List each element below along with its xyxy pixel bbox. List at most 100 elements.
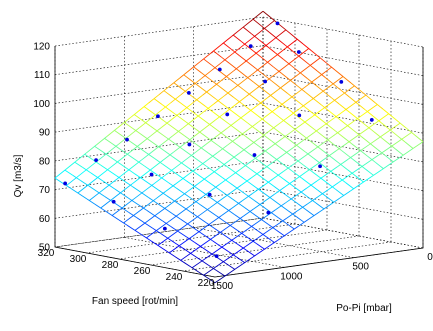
mesh-line-po-pi xyxy=(319,177,329,184)
mesh-line-fan-speed xyxy=(400,132,412,140)
mesh-line-po-pi xyxy=(204,235,213,242)
z-tick-label: 60 xyxy=(39,214,51,225)
x-tick-label: 1500 xyxy=(211,281,234,292)
mesh-line-fan-speed xyxy=(243,224,255,232)
mesh-line-po-pi xyxy=(330,97,340,105)
mesh-line-po-pi xyxy=(269,211,279,218)
mesh-line-po-pi xyxy=(201,72,210,80)
mesh-line-po-pi xyxy=(94,145,103,153)
mesh-line-po-pi xyxy=(205,165,215,173)
mesh-line-po-pi xyxy=(74,161,84,168)
mesh-line-fan-speed xyxy=(277,233,289,241)
mesh-line-po-pi xyxy=(122,193,132,201)
mesh-line-po-pi xyxy=(233,34,242,42)
mesh-line-po-pi xyxy=(295,158,305,166)
mesh-line-fan-speed xyxy=(297,218,309,227)
mesh-line-po-pi xyxy=(126,167,135,175)
mesh-line-po-pi xyxy=(180,218,189,226)
mesh-line-po-pi xyxy=(209,78,218,86)
mesh-line-po-pi xyxy=(237,130,247,137)
mesh-line-po-pi xyxy=(313,98,322,106)
mesh-line-fan-speed xyxy=(133,207,145,216)
mesh-line-po-pi xyxy=(251,155,261,162)
mesh-line-po-pi xyxy=(273,127,282,135)
mesh-line-fan-speed xyxy=(233,62,245,72)
mesh-line-po-pi xyxy=(268,224,277,231)
mesh-line-fan-speed xyxy=(221,35,233,45)
mesh-line-fan-speed xyxy=(271,154,283,164)
x-tick-label: 500 xyxy=(352,262,369,273)
mesh-line-po-pi xyxy=(291,184,301,192)
mesh-line-fan-speed xyxy=(275,202,286,211)
mesh-line-po-pi xyxy=(194,186,203,193)
mesh-line-po-pi xyxy=(367,155,376,163)
mesh-line-fan-speed xyxy=(184,152,196,161)
mesh-line-po-pi xyxy=(84,153,93,161)
mesh-line-po-pi xyxy=(275,113,284,121)
mesh-line-fan-speed xyxy=(100,199,112,209)
mesh-line-po-pi xyxy=(292,51,302,59)
mesh-line-po-pi xyxy=(170,226,180,233)
mesh-line-po-pi xyxy=(266,46,276,54)
mesh-line-po-pi xyxy=(253,200,263,207)
mesh-line-fan-speed xyxy=(276,46,288,56)
mesh-line-fan-speed xyxy=(356,111,368,120)
mesh-line-fan-speed xyxy=(306,180,318,189)
mesh-line-po-pi xyxy=(321,164,330,171)
mesh-line-po-pi xyxy=(207,92,217,100)
mesh-line-po-pi xyxy=(118,219,128,226)
y-tick-label: 220 xyxy=(198,278,215,289)
mesh-line-po-pi xyxy=(259,101,268,109)
mesh-line-po-pi xyxy=(249,168,259,176)
data-point xyxy=(187,142,192,147)
mesh-line-fan-speed xyxy=(143,183,155,193)
mesh-line-fan-speed xyxy=(355,94,367,104)
z-tick-label: 120 xyxy=(33,42,50,53)
mesh-line-po-pi xyxy=(386,142,396,150)
grid-line-floor-y xyxy=(150,235,360,266)
mesh-line-fan-speed xyxy=(96,136,108,146)
data-point xyxy=(248,44,253,49)
mesh-line-fan-speed xyxy=(174,159,186,169)
mesh-line-fan-speed xyxy=(201,69,213,79)
data-point xyxy=(214,254,219,259)
mesh-line-fan-speed xyxy=(278,81,290,90)
mesh-line-fan-speed xyxy=(335,126,347,135)
mesh-line-fan-speed xyxy=(327,166,338,175)
mesh-line-po-pi xyxy=(346,110,356,118)
mesh-line-fan-speed xyxy=(315,157,327,166)
mesh-line-po-pi xyxy=(243,149,253,157)
data-point xyxy=(125,137,129,142)
mesh-line-po-pi xyxy=(162,163,171,171)
mesh-line-po-pi xyxy=(329,110,338,118)
mesh-line-po-pi xyxy=(345,182,354,190)
mesh-line-po-pi xyxy=(290,65,300,73)
mesh-line-fan-speed xyxy=(234,79,246,88)
mesh-line-po-pi xyxy=(241,41,250,49)
mesh-line-po-pi xyxy=(322,90,332,98)
mesh-line-po-pi xyxy=(178,174,187,182)
mesh-line-po-pi xyxy=(281,191,291,199)
mesh-line-fan-speed xyxy=(312,108,324,117)
mesh-line-fan-speed xyxy=(266,240,278,248)
mesh-line-po-pi xyxy=(303,164,313,172)
mesh-line-po-pi xyxy=(223,164,233,171)
mesh-line-po-pi xyxy=(198,217,207,224)
mesh-line-po-pi xyxy=(276,229,285,237)
y-tick-label: 260 xyxy=(134,266,151,277)
mesh-line-po-pi xyxy=(216,215,225,222)
mesh-line-po-pi xyxy=(301,119,310,126)
mesh-line-po-pi xyxy=(199,146,209,154)
mesh-line-fan-speed xyxy=(249,137,261,147)
mesh-line-fan-speed xyxy=(257,96,269,106)
mesh-line-po-pi xyxy=(220,245,229,253)
mesh-line-fan-speed xyxy=(233,231,245,240)
mesh-line-po-pi xyxy=(350,82,360,90)
mesh-line-fan-speed xyxy=(99,184,111,193)
mesh-line-fan-speed xyxy=(263,194,275,203)
mesh-line-fan-speed xyxy=(207,168,219,177)
mesh-line-fan-speed xyxy=(119,151,131,161)
mesh-line-po-pi xyxy=(195,113,205,121)
mesh-line-po-pi xyxy=(183,135,193,142)
mesh-line-po-pi xyxy=(315,202,325,210)
